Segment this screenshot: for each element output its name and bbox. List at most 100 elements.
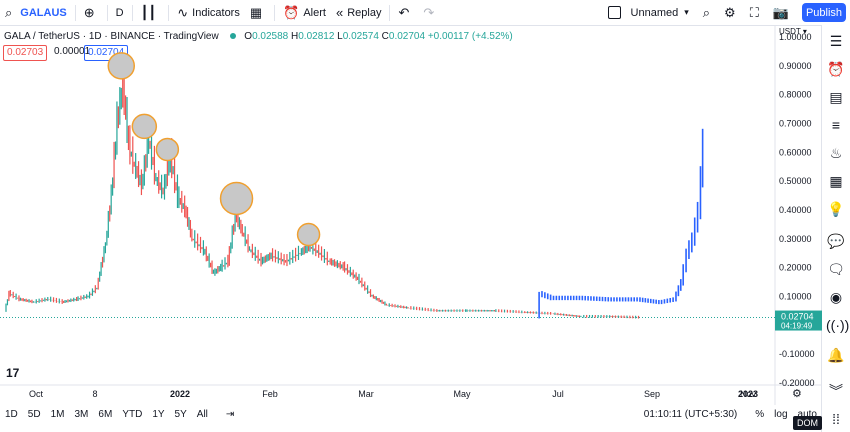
range-5y[interactable]: 5Y: [174, 408, 187, 420]
clock[interactable]: 01:10:11 (UTC+5:30): [643, 408, 738, 420]
chart-type-button[interactable]: ┃┃: [136, 0, 166, 25]
auto-toggle[interactable]: auto: [797, 408, 817, 420]
peak-marker-circle: [131, 113, 158, 140]
x-tick-label: Feb: [262, 389, 278, 399]
chart-legend: GALA / TetherUS · 1D · BINANCE · Trading…: [4, 31, 513, 42]
bottom-toolbar: 1D 5D 1M 3M 6M YTD 1Y 5Y All ⇥ 01:10:11 (UTC+5:3…: [0, 404, 822, 424]
symbol-title: GALA / TetherUS · 1D · BINANCE · Trading…: [4, 31, 219, 42]
date-range-icon[interactable]: ⇥: [225, 408, 235, 420]
interval-button[interactable]: D: [115, 6, 124, 19]
y-tick-label: 0.60000: [779, 147, 812, 157]
close-value: 0.02704: [388, 31, 426, 42]
y-tick-label: 1.00000: [779, 32, 812, 42]
market-status-dot: [229, 33, 236, 39]
fullscreen-button[interactable]: ⛶: [745, 0, 768, 25]
y-tick-label: -0.10000: [779, 349, 815, 359]
alarm-icon: ⏰: [283, 4, 300, 20]
layout-name: Unnamed: [630, 6, 679, 19]
range-6m[interactable]: 6M: [98, 408, 113, 420]
search-icon: ⌕: [5, 4, 13, 20]
high-value: 0.02812: [298, 31, 335, 42]
x-tick-label: 8: [92, 389, 97, 399]
y-tick-label: 0.50000: [779, 176, 812, 186]
quick-search-button[interactable]: ⌕: [698, 0, 719, 25]
gear-icon: ⚙: [724, 4, 736, 20]
percent-toggle[interactable]: %: [755, 408, 765, 420]
x-tick-label: Oct: [29, 389, 44, 399]
low-label: L: [337, 31, 343, 42]
open-value: 0.02588: [252, 31, 289, 42]
signal-icon[interactable]: ((·)): [826, 317, 850, 333]
axis-settings-icon: ⚙: [792, 388, 802, 400]
y-tick-label: 0.30000: [779, 234, 812, 244]
price-chart[interactable]: 1.00000 0.90000 0.80000 0.70000 0.60000 0.500…: [0, 25, 822, 405]
x-tick-label: Sep: [644, 389, 660, 399]
range-all[interactable]: All: [196, 408, 208, 420]
y-tick-label: 0.80000: [779, 90, 812, 100]
alarm-clock-icon[interactable]: ⏰: [827, 61, 845, 77]
y-tick-label: 0.70000: [779, 119, 812, 129]
peak-marker-circle: [219, 181, 254, 216]
x-tick-label: Jul: [552, 389, 564, 399]
peak-marker-circle: [296, 222, 321, 247]
tradingview-logo: 17: [6, 366, 20, 380]
replay-button[interactable]: « Replay: [331, 0, 386, 25]
sell-price-button[interactable]: 0.02703: [3, 45, 48, 61]
watchlist-icon[interactable]: ☰: [829, 33, 843, 49]
spread-value: 0.00001: [54, 46, 91, 57]
range-5d[interactable]: 5D: [27, 408, 41, 420]
peak-marker-circle: [107, 52, 136, 80]
y-tick-label: 0.40000: [779, 205, 812, 215]
symbol-search[interactable]: ⌕ GALAUS: [0, 0, 72, 25]
dom-tooltip: DOM: [793, 416, 822, 430]
log-toggle[interactable]: log: [774, 408, 788, 420]
object-tree-icon[interactable]: ≡: [831, 117, 841, 133]
buy-price-button[interactable]: 0.02704: [84, 45, 129, 61]
chevron-down-icon[interactable]: ︾: [829, 383, 843, 399]
range-3m[interactable]: 3M: [74, 408, 89, 420]
current-price-text: 0.02704: [781, 312, 814, 322]
range-ytd[interactable]: YTD: [122, 408, 143, 420]
notifications-icon[interactable]: 🔔: [827, 347, 845, 363]
fullscreen-icon: ⛶: [749, 4, 759, 20]
current-price-tag: [775, 310, 822, 331]
undo-button[interactable]: ↶: [393, 0, 418, 25]
layout-button[interactable]: Unnamed ▾: [603, 0, 698, 25]
grid-icon: ▦: [249, 4, 263, 20]
ideas-icon[interactable]: 💡: [827, 201, 845, 217]
indicators-button[interactable]: ∿ Indicators: [172, 0, 245, 25]
templates-button[interactable]: ▦: [245, 0, 271, 25]
y-tick-label: 0.90000: [779, 61, 812, 71]
open-label: O: [244, 31, 253, 42]
countdown-text: 04:19:49: [781, 322, 813, 331]
range-1d[interactable]: 1D: [5, 408, 18, 420]
redo-button[interactable]: ↷: [418, 0, 443, 25]
dom-icon[interactable]: ⁞⁞: [832, 411, 840, 427]
chats-icon[interactable]: 💬: [827, 233, 845, 249]
streams-icon[interactable]: 🗨: [827, 261, 845, 277]
range-1m[interactable]: 1M: [50, 408, 65, 420]
camera-icon: 📷: [772, 4, 789, 20]
snapshot-button[interactable]: 📷: [768, 0, 798, 25]
replay-icon: «: [335, 5, 344, 20]
publish-button[interactable]: Publish: [802, 3, 846, 22]
x-tick-label: Mar: [358, 389, 374, 399]
plus-circle-icon: ⊕: [83, 4, 95, 20]
hotlist-icon[interactable]: ♨: [829, 145, 843, 161]
x-tick-label: 2022: [170, 389, 190, 399]
candles-icon: ┃┃: [140, 4, 157, 20]
range-1y[interactable]: 1Y: [152, 408, 165, 420]
indicators-icon: ∿: [177, 4, 189, 20]
broadcast-icon[interactable]: ◉: [829, 289, 843, 305]
replay-label: Replay: [347, 6, 382, 19]
alert-button[interactable]: ⏰ Alert: [278, 0, 331, 25]
data-window-icon[interactable]: ▤: [829, 89, 843, 105]
peak-marker-circle: [155, 137, 180, 162]
compare-button[interactable]: ⊕: [79, 0, 104, 25]
redo-icon: ↷: [423, 4, 435, 20]
high-label: H: [291, 31, 299, 42]
calendar-icon[interactable]: ▦: [829, 173, 843, 189]
symbol-label: GALAUS: [20, 6, 67, 19]
settings-button[interactable]: ⚙: [719, 0, 745, 25]
low-value: 0.02574: [342, 31, 379, 42]
